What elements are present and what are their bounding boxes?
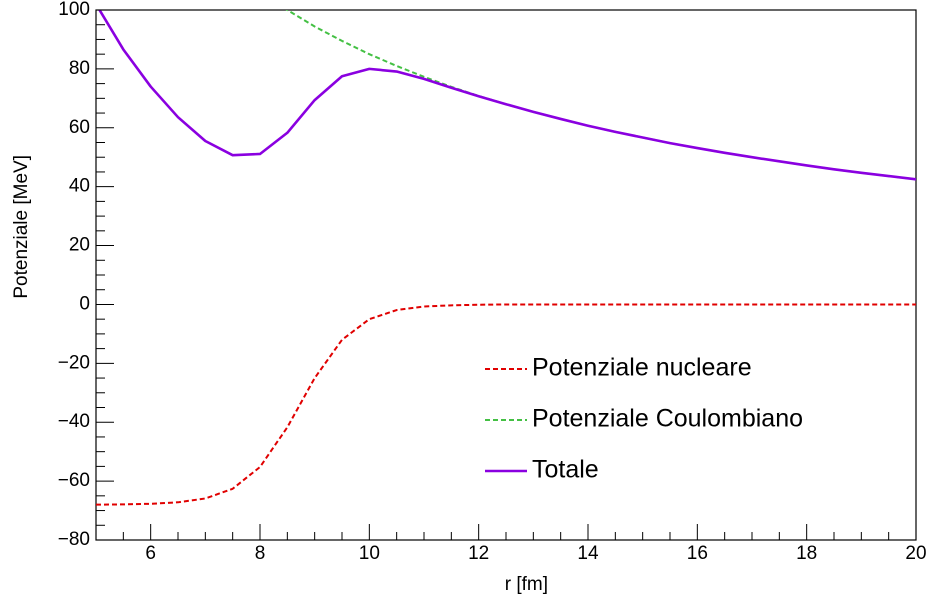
y-tick-label: −40	[58, 411, 90, 432]
legend-label: Potenziale Coulombiano	[532, 405, 803, 433]
y-tick-label: 60	[69, 117, 90, 138]
y-tick-label: −20	[58, 352, 90, 373]
legend-label: Totale	[532, 456, 599, 484]
y-axis-title: Potenziale [MeV]	[11, 155, 32, 299]
x-tick-label: 8	[255, 543, 266, 564]
plot-frame	[95, 9, 917, 541]
y-tick-label: 0	[79, 293, 90, 314]
x-tick-label: 12	[468, 543, 489, 564]
y-tick-label: 100	[58, 0, 90, 20]
x-tick-label: 16	[687, 543, 708, 564]
y-tick-label: −60	[58, 470, 90, 491]
y-tick-label: 40	[69, 176, 90, 197]
legend-label: Potenziale nucleare	[532, 354, 752, 382]
plot-area	[96, 10, 916, 506]
x-tick-label: 10	[359, 543, 380, 564]
y-tick-label: −80	[58, 529, 90, 550]
series-line	[96, 303, 916, 506]
x-tick-label: 20	[905, 543, 926, 564]
series-line	[98, 10, 916, 181]
series-line	[285, 10, 916, 181]
x-tick-label: 14	[577, 543, 599, 564]
x-tick-label: 6	[145, 543, 156, 564]
x-axis-title: r [fm]	[505, 574, 548, 595]
y-tick-label: 80	[69, 58, 90, 79]
x-tick-label: 18	[796, 543, 817, 564]
y-tick-label: 20	[69, 235, 90, 256]
